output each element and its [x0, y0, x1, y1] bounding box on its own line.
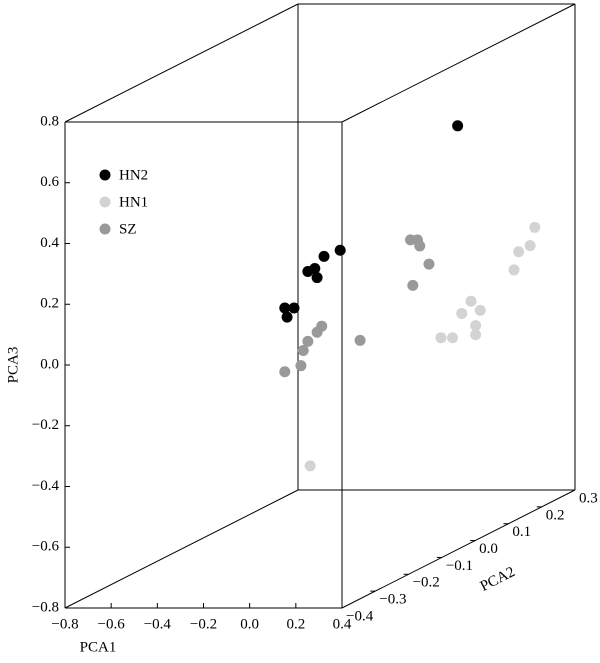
y-tick-label: 0.1	[512, 524, 531, 540]
data-point	[508, 264, 520, 276]
data-point	[334, 244, 346, 256]
y-tick-label: −0.2	[413, 575, 440, 591]
data-point	[465, 295, 477, 307]
box-edge	[64, 3, 299, 123]
data-point	[281, 311, 293, 323]
z-tick-label: −0.8	[32, 599, 59, 615]
data-point	[309, 262, 321, 274]
legend-label: HN2	[119, 167, 148, 183]
legend-label: HN1	[119, 194, 148, 210]
legend-marker	[99, 169, 111, 181]
y-axis-label: PCA2	[478, 564, 518, 595]
z-tick-label: 0.6	[40, 174, 59, 190]
box-edge	[64, 489, 299, 609]
y-tick-label: −0.3	[379, 592, 406, 608]
z-tick-label: −0.2	[32, 417, 59, 433]
data-point	[524, 240, 536, 252]
data-point	[470, 329, 482, 341]
z-tick-label: 0.8	[40, 113, 59, 129]
z-tick-label: 0.2	[40, 296, 59, 312]
y-tick-label: 0.0	[479, 541, 498, 557]
data-point	[470, 320, 482, 332]
y-tick-label: −0.1	[446, 558, 473, 574]
data-point	[297, 344, 309, 356]
data-point	[302, 335, 314, 347]
y-tick-label: 0.2	[546, 507, 565, 523]
data-point	[304, 460, 316, 472]
z-tick-label: 0.0	[40, 356, 59, 372]
data-point	[513, 246, 525, 258]
data-point	[435, 332, 447, 344]
x-axis-label: PCA1	[80, 639, 117, 655]
data-point	[288, 302, 300, 314]
data-point	[354, 334, 366, 346]
y-tick-label: 0.3	[579, 490, 598, 506]
x-tick-label: −0.4	[144, 616, 172, 632]
data-point	[279, 366, 291, 378]
x-tick-label: −0.2	[190, 616, 217, 632]
legend-marker	[99, 196, 111, 208]
data-point	[529, 221, 541, 233]
data-point	[311, 272, 323, 284]
x-tick-label: −0.6	[98, 616, 126, 632]
box-edge	[341, 3, 576, 123]
data-point	[452, 120, 464, 132]
x-tick-label: −0.8	[51, 616, 78, 632]
data-point	[279, 302, 291, 314]
data-point	[474, 304, 486, 316]
data-point	[423, 258, 435, 270]
z-axis-label: PCA3	[5, 347, 21, 384]
legend-marker	[99, 223, 111, 235]
z-tick-label: 0.4	[40, 235, 59, 251]
data-point	[295, 360, 307, 372]
data-point	[316, 320, 328, 332]
x-tick-label: 0.0	[240, 616, 259, 632]
z-tick-label: −0.4	[32, 478, 60, 494]
x-tick-label: 0.4	[333, 616, 352, 632]
legend-label: SZ	[119, 221, 137, 237]
data-point	[318, 250, 330, 262]
y-tick-label: −0.4	[346, 608, 374, 624]
data-point	[414, 240, 426, 252]
data-point	[456, 307, 468, 319]
box-edge	[341, 489, 576, 609]
x-tick-label: 0.2	[286, 616, 305, 632]
data-point	[407, 279, 419, 291]
data-point	[447, 332, 459, 344]
z-tick-label: −0.6	[32, 539, 60, 555]
